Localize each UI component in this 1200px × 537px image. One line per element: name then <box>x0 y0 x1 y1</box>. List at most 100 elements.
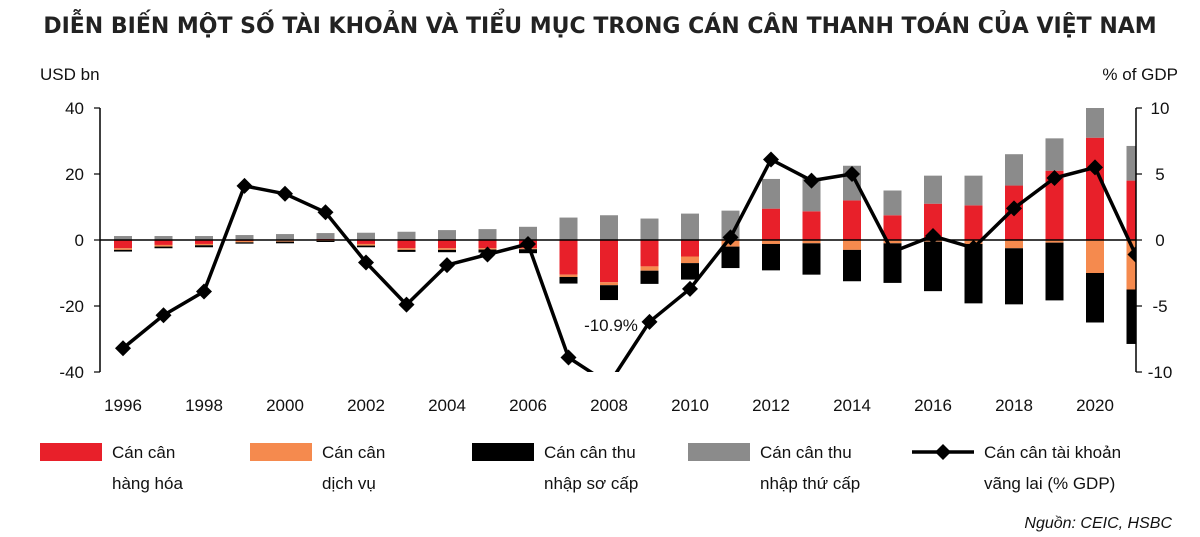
y-right-tick-label: 5 <box>1155 165 1164 184</box>
bar-segment <box>235 235 254 240</box>
bar-segment <box>114 236 132 240</box>
x-tick-label: 2016 <box>914 396 952 415</box>
bar-segment <box>843 200 861 240</box>
x-tick-label: 2012 <box>752 396 790 415</box>
legend-item: Cán cân tài khoản vãng lai (% GDP) <box>912 443 1121 493</box>
legend-label-line2: nhập sơ cấp <box>544 474 638 493</box>
bars <box>114 108 1136 344</box>
bar-segment <box>478 229 497 240</box>
bar-segment <box>802 243 821 275</box>
bar-segment <box>438 249 456 253</box>
legend-label-line2: nhập thứ cấp <box>760 474 860 493</box>
bar-segment <box>1086 273 1104 323</box>
x-tick-label: 2004 <box>428 396 466 415</box>
bar-segment <box>640 270 659 284</box>
bar-segment <box>357 240 375 244</box>
annotation-label: -10.9% <box>584 316 638 335</box>
bar-segment <box>640 240 659 267</box>
bar-segment <box>357 243 375 246</box>
plot-area: 40 20 0 -20 -40 10 5 0 -5 -10 1996 1998 2000 2002 2004… <box>59 99 1172 415</box>
bar-segment <box>1086 108 1104 138</box>
line-point <box>641 313 658 330</box>
line-point <box>520 235 536 252</box>
bar-segment <box>843 249 861 282</box>
bar-segment <box>1045 240 1064 243</box>
legend-label-line1: Cán cân tài khoản <box>984 443 1121 462</box>
bar-segment <box>924 203 942 240</box>
legend-label-line1: Cán cân thu <box>544 443 636 462</box>
legend-swatch <box>688 443 750 461</box>
legend-item: Cán cân hàng hóa <box>40 443 183 493</box>
bar-segment <box>1005 248 1023 305</box>
legend-label-line2: vãng lai (% GDP) <box>984 474 1115 493</box>
bar-segment <box>316 233 335 240</box>
line-point <box>155 307 172 324</box>
bar-segment <box>681 256 699 264</box>
legend-swatch <box>40 443 102 461</box>
bar-segment <box>154 236 173 240</box>
y-right-tick-label: -10 <box>1148 363 1173 382</box>
line-point <box>1087 159 1103 176</box>
bar-segment <box>154 244 173 247</box>
line-point <box>277 185 293 202</box>
bar-segment <box>357 232 375 240</box>
bar-segment <box>438 248 456 250</box>
bar-segment <box>883 190 902 216</box>
line-point <box>803 172 820 189</box>
bar-segment <box>964 243 983 304</box>
legend-item: Cán cân dịch vụ <box>250 443 385 493</box>
y-left-tick-label: 40 <box>65 99 84 118</box>
x-tick-label: 2008 <box>590 396 628 415</box>
chart-title: DIỄN BIẾN MỘT SỐ TÀI KHOẢN VÀ TIỂU MỤC T… <box>43 10 1156 39</box>
line-point <box>844 166 860 182</box>
x-tick-label: 2014 <box>833 396 871 415</box>
bar-segment <box>397 249 416 252</box>
line-point <box>317 204 334 221</box>
legend-marker <box>935 444 951 460</box>
legend-label-line2: dịch vụ <box>322 474 376 493</box>
line-point <box>398 296 415 313</box>
line-point <box>884 243 901 260</box>
bar-segment <box>397 240 416 249</box>
line-point <box>1127 246 1136 263</box>
y-left-tick-label: 0 <box>75 231 84 250</box>
bar-segment <box>843 240 861 250</box>
bar-segment <box>438 230 456 240</box>
line-point <box>479 246 496 263</box>
bar-segment <box>600 240 618 283</box>
line-point <box>965 239 982 256</box>
bar-segment <box>316 240 335 242</box>
bar-segment <box>1086 240 1104 273</box>
legend-item: Cán cân thu nhập sơ cấp <box>472 443 638 493</box>
bar-segment <box>195 245 213 248</box>
bar-segment <box>559 276 578 284</box>
bar-segment <box>883 240 902 244</box>
line-point <box>236 177 253 194</box>
bar-segment <box>519 226 537 240</box>
x-tick-label: 2020 <box>1076 396 1114 415</box>
bar-segment <box>154 246 173 249</box>
bar-segment <box>600 215 618 240</box>
bar-segment <box>600 282 618 286</box>
bar-segment <box>114 240 132 249</box>
legend-label-line1: Cán cân <box>322 443 385 462</box>
bar-segment <box>681 213 699 240</box>
line-point <box>115 340 131 357</box>
bar-segment <box>762 178 780 209</box>
line-point <box>358 254 374 271</box>
bar-segment <box>762 208 780 240</box>
legend-item: Cán cân thu nhập thứ cấp <box>688 443 860 493</box>
line-point <box>722 229 739 246</box>
y-left-tick-label: -40 <box>59 363 84 382</box>
bar-segment <box>1086 137 1104 240</box>
bar-segment <box>357 245 375 248</box>
x-tick-label: 2018 <box>995 396 1033 415</box>
legend-label-line1: Cán cân <box>112 443 175 462</box>
bar-segment <box>559 274 578 277</box>
y-right-tick-label: 10 <box>1151 99 1170 118</box>
bar-segment <box>721 246 740 269</box>
bar-segment <box>397 248 416 250</box>
bar-segment <box>924 241 942 292</box>
y-left-tick-label: -20 <box>59 297 84 316</box>
